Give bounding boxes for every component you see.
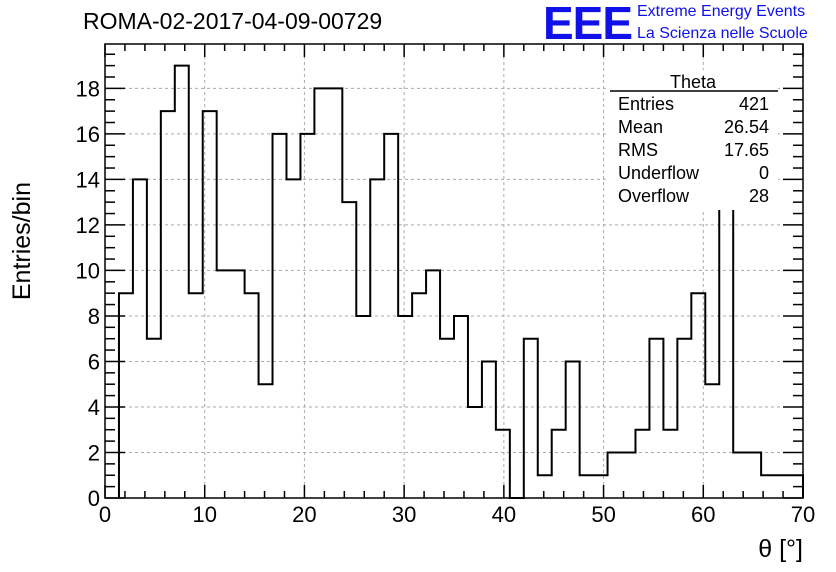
- stats-value: 0: [759, 163, 769, 183]
- logo-line-1: Extreme Energy Events: [637, 3, 806, 20]
- y-tick-label: 0: [88, 486, 100, 511]
- y-tick-label: 6: [88, 349, 100, 374]
- stats-value: 17.65: [724, 140, 769, 160]
- eee-logo: EEE: [543, 0, 633, 49]
- x-tick-label: 70: [791, 502, 815, 527]
- stats-title: Theta: [670, 72, 717, 92]
- stats-value: 26.54: [724, 117, 769, 137]
- y-tick-label: 16: [76, 122, 100, 147]
- stats-value: 421: [739, 94, 769, 114]
- y-tick-label: 10: [76, 258, 100, 283]
- y-tick-label: 18: [76, 76, 100, 101]
- stats-value: 28: [749, 186, 769, 206]
- stats-label: Overflow: [618, 186, 690, 206]
- logo-line-2: La Scienza nelle Scuole: [637, 25, 808, 42]
- x-tick-label: 10: [192, 502, 216, 527]
- stats-label: Underflow: [618, 163, 700, 183]
- stats-label: RMS: [618, 140, 658, 160]
- y-tick-label: 14: [76, 167, 100, 192]
- y-axis-label: Entries/bin: [8, 182, 36, 300]
- x-tick-label: 50: [591, 502, 615, 527]
- x-axis-label: θ [°]: [758, 535, 803, 563]
- x-tick-label: 60: [691, 502, 715, 527]
- tick-labels: 0 10 20 30 40 50 60 70 0 2 4 6 8 10 12 14 16 18: [76, 76, 816, 527]
- stats-label: Mean: [618, 117, 663, 137]
- plot-title: ROMA-02-2017-04-09-00729: [83, 8, 383, 34]
- y-tick-label: 12: [76, 213, 100, 238]
- histogram-bars: [117, 64, 804, 499]
- histogram-outline: [117, 64, 804, 499]
- x-tick-label: 20: [292, 502, 316, 527]
- x-tick-label: 30: [392, 502, 416, 527]
- stats-box-bg: [608, 70, 778, 210]
- y-tick-label: 2: [88, 440, 100, 465]
- x-tick-label: 0: [99, 502, 111, 527]
- stats-box: Theta Entries 421 Mean 26.54 RMS 17.65 Underfl…: [608, 70, 778, 210]
- axis-ticks: [104, 44, 804, 499]
- stats-label: Entries: [618, 94, 674, 114]
- x-tick-label: 40: [492, 502, 516, 527]
- y-tick-label: 8: [88, 304, 100, 329]
- y-tick-label: 4: [88, 395, 100, 420]
- stats-rows: Entries 421 Mean 26.54 RMS 17.65 Underflow 0 Ove…: [618, 94, 769, 206]
